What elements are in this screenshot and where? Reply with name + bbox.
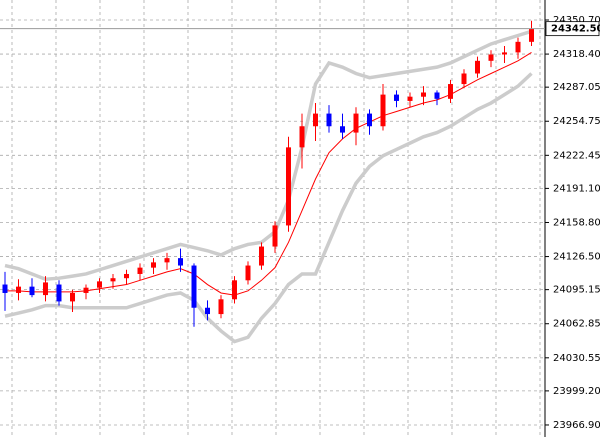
candle-body bbox=[164, 258, 170, 263]
candle-body bbox=[286, 147, 291, 226]
current-price-box bbox=[545, 21, 600, 37]
y-tick-label: 24191.10 bbox=[553, 183, 600, 194]
y-tick-label: 24222.45 bbox=[553, 150, 600, 161]
candle-body bbox=[218, 299, 224, 315]
candle-body bbox=[43, 282, 48, 296]
candle-body bbox=[380, 94, 386, 127]
candle-body bbox=[353, 113, 359, 133]
vertical-grid bbox=[11, 0, 541, 437]
y-tick-label: 23966.90 bbox=[553, 420, 600, 431]
candle-body bbox=[259, 246, 264, 266]
candle-body bbox=[340, 126, 345, 133]
candle-body bbox=[56, 284, 62, 302]
candle-body bbox=[421, 92, 426, 97]
candle-body bbox=[502, 52, 507, 55]
candle-body bbox=[461, 73, 467, 85]
candle-body bbox=[434, 92, 440, 99]
candle-body bbox=[70, 292, 75, 302]
candle-body bbox=[29, 286, 35, 296]
y-tick-label: 24318.40 bbox=[553, 49, 600, 60]
candle-body bbox=[191, 265, 197, 308]
y-tick-label: 24287.05 bbox=[553, 82, 600, 93]
candle-body bbox=[488, 54, 494, 61]
band-middle bbox=[5, 51, 532, 296]
y-tick-label: 24095.15 bbox=[553, 285, 600, 296]
band-lower bbox=[4, 72, 533, 344]
candle-body bbox=[110, 278, 116, 282]
candle-body bbox=[394, 94, 399, 101]
y-tick-label: 24126.50 bbox=[553, 252, 600, 263]
candle-body bbox=[407, 96, 413, 101]
y-tick-label: 24062.85 bbox=[553, 319, 600, 330]
candle-body bbox=[326, 113, 332, 127]
candle-body bbox=[367, 113, 372, 127]
candle-body bbox=[448, 84, 453, 99]
candle-body bbox=[97, 281, 102, 288]
band-upper bbox=[4, 29, 533, 282]
candle-body bbox=[137, 267, 143, 274]
y-tick-label: 24350.70 bbox=[553, 15, 600, 26]
candle-body bbox=[151, 262, 156, 268]
current-price-label: 24342.50 bbox=[551, 24, 600, 35]
candle-body bbox=[83, 287, 89, 293]
candle-body bbox=[16, 286, 21, 293]
candle-body bbox=[475, 60, 480, 74]
candle-body bbox=[205, 307, 210, 315]
candle-body bbox=[124, 273, 129, 279]
candle-body bbox=[232, 280, 237, 300]
y-tick-label: 23999.20 bbox=[553, 386, 600, 397]
y-tick-label: 24158.80 bbox=[553, 217, 600, 228]
candle-body bbox=[178, 258, 183, 266]
candle-body bbox=[515, 41, 521, 53]
candle-body bbox=[2, 284, 8, 293]
y-tick-label: 24030.55 bbox=[553, 353, 600, 364]
y-tick-label: 24254.75 bbox=[553, 116, 600, 127]
candle-body bbox=[245, 265, 251, 281]
candle-body bbox=[313, 113, 318, 127]
candle-body bbox=[529, 28, 534, 42]
candle-body bbox=[272, 225, 278, 247]
candle-body bbox=[299, 126, 305, 148]
